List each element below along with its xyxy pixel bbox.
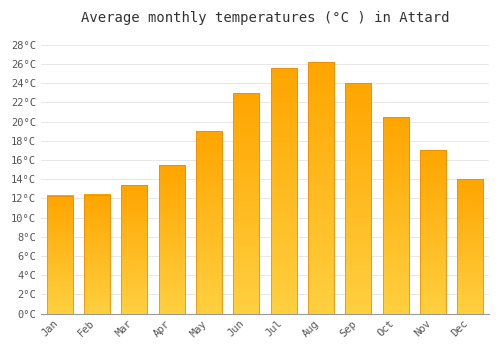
Bar bbox=[345, 83, 372, 314]
Bar bbox=[382, 117, 408, 314]
Bar bbox=[84, 195, 110, 314]
Bar bbox=[233, 93, 260, 314]
Bar bbox=[196, 131, 222, 314]
Bar bbox=[121, 185, 148, 314]
Title: Average monthly temperatures (°C ) in Attard: Average monthly temperatures (°C ) in At… bbox=[80, 11, 449, 25]
Bar bbox=[46, 196, 72, 314]
Bar bbox=[420, 150, 446, 314]
Bar bbox=[158, 165, 184, 314]
Bar bbox=[308, 62, 334, 314]
Bar bbox=[457, 179, 483, 314]
Bar bbox=[270, 68, 296, 314]
